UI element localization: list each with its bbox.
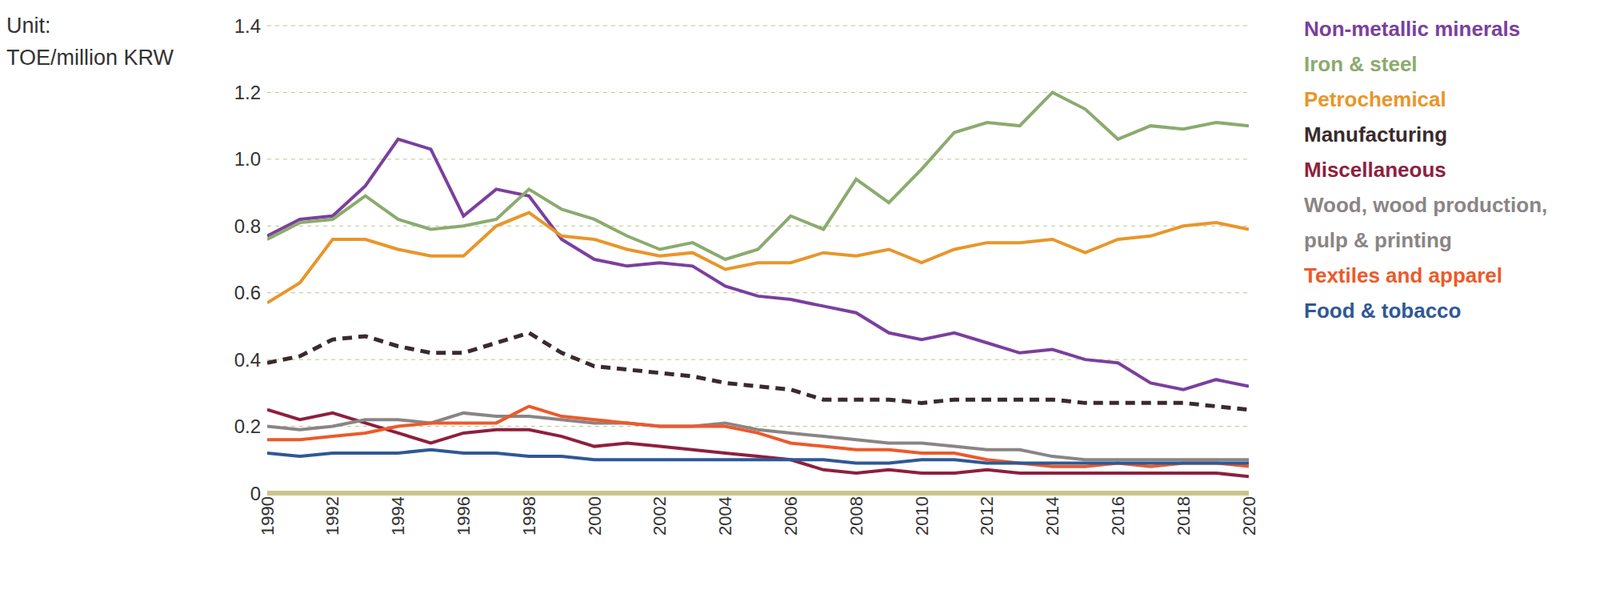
svg-text:2014: 2014 [1042,496,1063,536]
svg-text:2008: 2008 [846,496,867,536]
svg-text:1996: 1996 [453,496,474,536]
svg-text:0: 0 [250,482,261,504]
svg-text:1.0: 1.0 [234,148,261,170]
svg-text:2016: 2016 [1108,496,1128,536]
html-text:Textiles and apparel: Textiles and apparel [1304,263,1503,288]
svg-text:2010: 2010 [912,496,932,536]
svg-text:1.2: 1.2 [234,81,261,104]
svg-text:1990: 1990 [257,496,278,536]
svg-text:1998: 1998 [519,496,540,536]
html-text:Unit: TOE/million KRW: Unit: TOE/million KRW [6,13,174,70]
svg-text:2018: 2018 [1173,496,1194,536]
html-text:Miscellaneous: Miscellaneous [1304,157,1447,182]
svg-text:2020: 2020 [1239,496,1260,536]
html-text:Non-metallic minerals: Non-metallic minerals [1304,16,1521,41]
html-text:Petrochemical: Petrochemical [1304,87,1447,112]
svg-text:2006: 2006 [780,496,801,536]
svg-text:1.4: 1.4 [234,15,261,37]
html-text:Manufacturing: Manufacturing [1304,122,1448,147]
svg-text:1992: 1992 [322,496,343,536]
html-text:Wood, wood production, pulp &: Wood, wood production, pulp & printing [1304,192,1548,252]
svg-text:0.4: 0.4 [234,348,261,371]
html-text:Iron & steel: Iron & steel [1304,52,1418,76]
svg-text:0.8: 0.8 [234,215,261,237]
svg-text:1994: 1994 [388,496,408,536]
svg-text:0.6: 0.6 [234,281,261,304]
html-text:Food & tobacco: Food & tobacco [1304,298,1462,323]
svg-text:2000: 2000 [584,496,605,536]
svg-text:0.2: 0.2 [234,415,261,437]
svg-text:2004: 2004 [715,496,736,536]
svg-text:2002: 2002 [649,496,670,536]
svg-text:2012: 2012 [976,496,997,536]
